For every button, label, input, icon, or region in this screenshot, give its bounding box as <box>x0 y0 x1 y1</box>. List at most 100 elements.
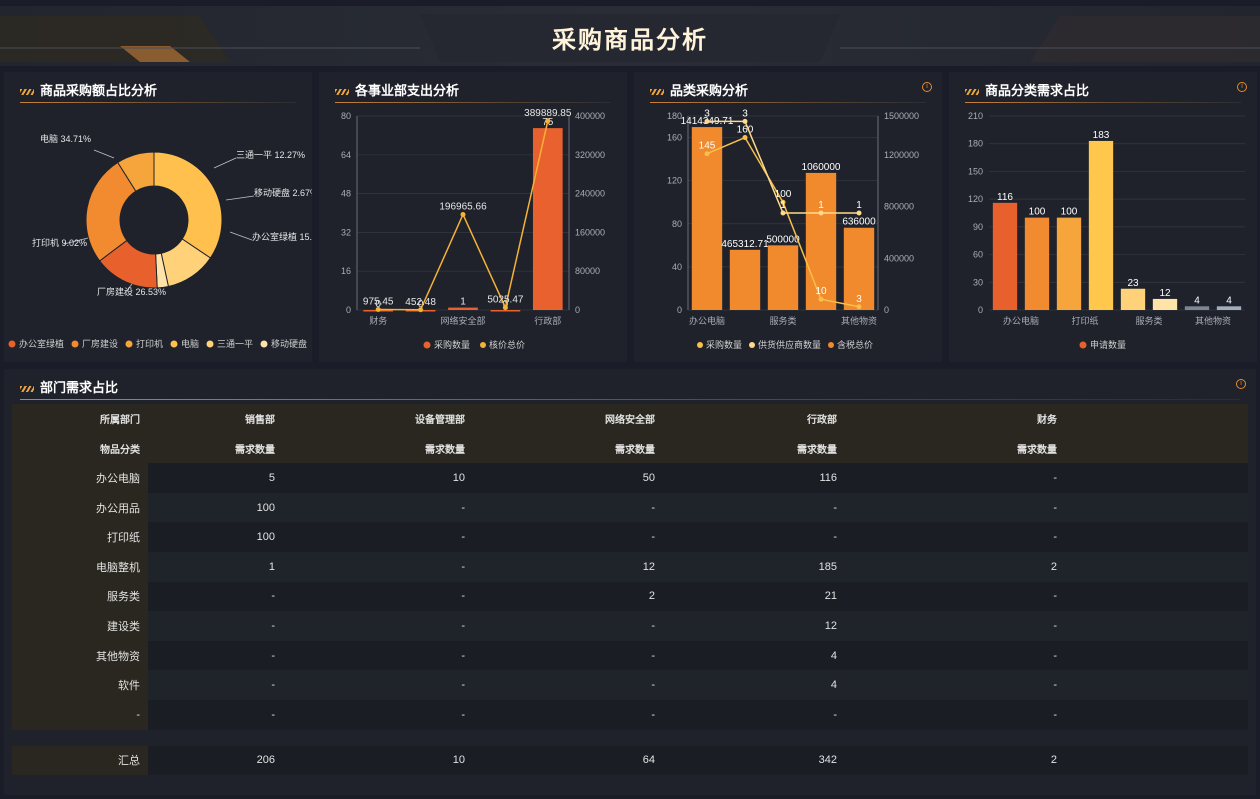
table-cell: 50 <box>473 463 663 493</box>
table-cell: - <box>148 581 283 612</box>
table-cell: 汇总 <box>12 745 148 776</box>
bar-mark <box>1216 306 1242 310</box>
y-tick-label: 64 <box>341 150 351 160</box>
table-cell: - <box>473 640 663 671</box>
bar-value-label: 0 <box>418 299 424 310</box>
info-icon[interactable]: i <box>922 82 932 92</box>
dept-chart: 0 16 32 48 64 80 0 80000 160000 240000 320000 40000… <box>341 108 605 350</box>
y2-tick-label: 800000 <box>884 202 914 212</box>
table-cell: 财务 <box>843 404 1063 434</box>
info-icon[interactable]: i <box>1236 379 1246 389</box>
bar-value-label: 4 <box>1194 295 1200 306</box>
y-tick-label: 120 <box>968 194 983 204</box>
table-cell: 100 <box>148 492 283 523</box>
table-cell: 206 <box>148 745 283 776</box>
y2-tick-label: 1200000 <box>884 150 919 160</box>
bar-value-label: 100 <box>1029 207 1046 218</box>
table-cell: - <box>283 640 473 671</box>
table-cell: - <box>663 699 843 730</box>
legend-swatch <box>8 340 16 348</box>
donut-slice <box>153 151 223 259</box>
line-point <box>856 210 862 216</box>
table-cell: - <box>843 492 1063 523</box>
line-point <box>780 199 786 205</box>
y2-tick-label: 400000 <box>575 111 605 121</box>
bar-mark <box>1120 288 1146 310</box>
line-point <box>704 118 710 124</box>
table-cell: 2 <box>843 551 1063 582</box>
table-cell: - <box>283 522 473 552</box>
table-cell: - <box>283 581 473 612</box>
y-tick-label: 180 <box>667 111 682 121</box>
table-cell: 需求数量 <box>843 433 1063 464</box>
donut-label: 电脑 34.71% <box>40 133 91 144</box>
legend-label: 办公室绿植 <box>19 338 64 349</box>
y-tick-label: 210 <box>968 111 983 121</box>
legend-label: 厂房建设 <box>82 338 118 349</box>
legend-swatch <box>170 340 178 348</box>
table-cell: 需求数量 <box>283 433 473 464</box>
y2-tick-label: 0 <box>884 305 889 315</box>
donut-label: 打印机 9.02% <box>32 237 87 248</box>
x-tick-label: 打印纸 <box>1071 315 1098 326</box>
table-cell: 物品分类 <box>12 433 148 464</box>
table-cell: - <box>473 699 663 730</box>
line-value-label: 5025.47 <box>487 295 524 306</box>
table-cell: 1 <box>148 551 283 582</box>
table-cell: 64 <box>473 745 663 776</box>
line-value-label: 160 <box>737 125 754 136</box>
line-point <box>780 210 786 216</box>
table-cell: 12 <box>473 551 663 582</box>
legend-label: 打印机 <box>136 338 163 349</box>
table-cell: 2 <box>843 745 1063 776</box>
y-tick-label: 16 <box>341 266 351 276</box>
table-cell: 116 <box>663 463 843 493</box>
table-cell: 342 <box>663 745 843 776</box>
category-panel: 品类采购分析 i 0 40 80 120 160 180 0 400000 800000 1200… <box>634 72 942 362</box>
legend-label: 含税总价 <box>837 339 873 350</box>
donut-label: 办公室绿植 15.61% <box>252 231 312 242</box>
bar-value-label: 1 <box>460 297 466 308</box>
table-cell: - <box>473 611 663 641</box>
bar-mark <box>1184 306 1210 310</box>
info-icon[interactable]: i <box>1237 82 1247 92</box>
table-cell: 10 <box>283 745 473 776</box>
donut-slice <box>117 151 155 192</box>
table-row: 建设类 - - -12- <box>12 611 1248 641</box>
table-cell: - <box>283 492 473 523</box>
table-row: 打印纸 100- - - - <box>12 522 1248 552</box>
table-row: 服务类 - -2 21- <box>12 581 1248 612</box>
table-cell: 服务类 <box>12 581 148 612</box>
legend-label: 三通一平 <box>217 339 253 349</box>
bar-mark <box>1024 217 1050 310</box>
table-cell: - <box>148 670 283 700</box>
table-cell: - <box>12 699 148 730</box>
table-cell: - <box>283 551 473 582</box>
header-banner: 采购商品分析 <box>0 6 1260 66</box>
x-tick-label: 其他物资 <box>841 315 877 326</box>
demand-panel: 商品分类需求占比 i 0 30 60 90 120 150 180 210 116 办公电脑 100… <box>949 72 1257 362</box>
table-cell: - <box>283 670 473 700</box>
bar-value-label: 183 <box>1093 130 1110 141</box>
line-point <box>742 118 748 124</box>
table-cell: 设备管理部 <box>283 404 473 434</box>
y2-tick-label: 320000 <box>575 150 605 160</box>
table-cell: - <box>148 699 283 730</box>
table-cell: 需求数量 <box>473 433 663 464</box>
bar-mark <box>767 245 799 310</box>
bar-value-label: 500000 <box>766 234 800 245</box>
dept-title: 各事业部支出分析 <box>335 80 459 99</box>
bar-mark <box>1056 217 1082 310</box>
line-value-label: 389889.85 <box>524 108 572 119</box>
donut-panel: 商品采购额占比分析 电脑 34.71% 三通一平 12.27% 移动硬盘 2.67%… <box>4 72 312 362</box>
x-tick-label: 财务 <box>369 315 387 326</box>
legend-label: 供货供应商数量 <box>758 339 821 350</box>
legend-swatch <box>71 340 79 348</box>
table-title: 部门需求占比 <box>20 377 118 396</box>
line-point <box>818 296 824 302</box>
table-cell: - <box>148 640 283 671</box>
donut-label-line <box>123 283 133 295</box>
line-point <box>818 210 824 216</box>
table-cell: 21 <box>663 581 843 612</box>
y-tick-label: 0 <box>346 305 351 315</box>
